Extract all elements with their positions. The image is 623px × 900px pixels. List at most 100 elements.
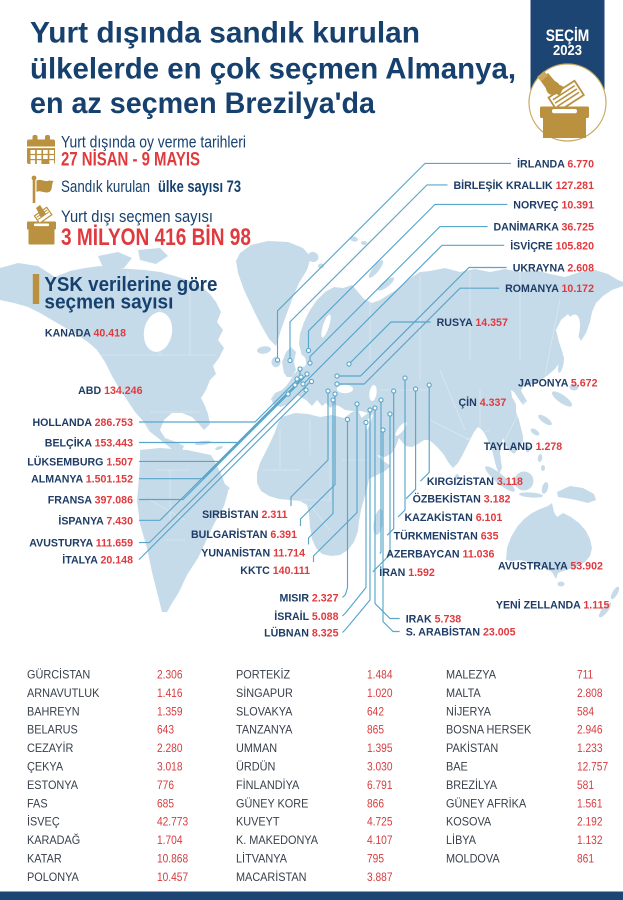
svg-text:S. ARABİSTAN 23.005: S. ARABİSTAN 23.005: [406, 626, 516, 639]
svg-text:ÜRDÜN: ÜRDÜN: [236, 761, 275, 774]
svg-text:Yurt dışı seçmen sayısı: Yurt dışı seçmen sayısı: [61, 208, 213, 226]
svg-text:ALMANYA 1.501.152: ALMANYA 1.501.152: [31, 474, 133, 486]
svg-text:AVUSTURYA 111.659: AVUSTURYA 111.659: [29, 538, 133, 550]
svg-text:SEÇİM: SEÇİM: [546, 27, 590, 45]
svg-text:SLOVAKYA: SLOVAKYA: [236, 705, 293, 718]
svg-text:BAHREYN: BAHREYN: [27, 705, 80, 718]
svg-text:POLONYA: POLONYA: [27, 871, 79, 884]
svg-text:MACARİSTAN: MACARİSTAN: [236, 871, 307, 884]
svg-text:CEZAYİR: CEZAYİR: [27, 742, 73, 755]
svg-text:1.395: 1.395: [367, 742, 393, 755]
svg-text:BOSNA HERSEK: BOSNA HERSEK: [446, 724, 531, 737]
svg-text:776: 776: [157, 779, 174, 792]
svg-text:1.132: 1.132: [577, 834, 603, 847]
svg-text:4.107: 4.107: [367, 834, 393, 847]
svg-text:865: 865: [367, 724, 384, 737]
svg-text:en az seçmen Brezilya'da: en az seçmen Brezilya'da: [30, 87, 375, 120]
svg-text:3.887: 3.887: [367, 871, 393, 884]
svg-text:JAPONYA 5.672: JAPONYA 5.672: [518, 378, 598, 390]
svg-text:GÜNEY KORE: GÜNEY KORE: [236, 797, 309, 810]
svg-text:seçmen sayısı: seçmen sayısı: [44, 290, 173, 313]
svg-text:KOSOVA: KOSOVA: [446, 816, 491, 829]
svg-text:İRLANDA 6.770: İRLANDA 6.770: [517, 157, 594, 170]
svg-text:AZERBAYCAN 11.036: AZERBAYCAN 11.036: [386, 549, 494, 561]
svg-text:1.020: 1.020: [367, 687, 393, 700]
svg-text:RUSYA 14.357: RUSYA 14.357: [437, 317, 508, 329]
svg-text:12.757: 12.757: [577, 761, 608, 774]
svg-text:2.808: 2.808: [577, 687, 603, 700]
svg-text:TÜRKMENİSTAN 635: TÜRKMENİSTAN 635: [394, 529, 499, 542]
svg-text:MALTA: MALTA: [446, 687, 481, 700]
svg-text:MISIR 2.327: MISIR 2.327: [280, 593, 339, 605]
svg-text:3 MİLYON 416 BİN 98: 3 MİLYON 416 BİN 98: [61, 224, 251, 251]
svg-text:1.484: 1.484: [367, 669, 393, 682]
svg-text:643: 643: [157, 724, 174, 737]
svg-text:SİNGAPUR: SİNGAPUR: [236, 687, 293, 700]
svg-text:YUNANİSTAN 11.714: YUNANİSTAN 11.714: [201, 547, 305, 560]
svg-text:1.233: 1.233: [577, 742, 603, 755]
svg-text:685: 685: [157, 797, 174, 810]
svg-text:LÜKSEMBURG 1.507: LÜKSEMBURG 1.507: [27, 455, 133, 468]
svg-text:Sandık kurulan: Sandık kurulan: [61, 178, 150, 196]
svg-text:K. MAKEDONYA: K. MAKEDONYA: [236, 834, 318, 847]
svg-text:PORTEKİZ: PORTEKİZ: [236, 669, 290, 682]
svg-text:UMMAN: UMMAN: [236, 742, 277, 755]
svg-text:YENİ ZELLANDA 1.115: YENİ ZELLANDA 1.115: [496, 598, 610, 611]
svg-text:LİBYA: LİBYA: [446, 834, 476, 847]
svg-text:İSPANYA 7.430: İSPANYA 7.430: [58, 514, 133, 527]
svg-text:1.416: 1.416: [157, 687, 183, 700]
svg-text:ARNAVUTLUK: ARNAVUTLUK: [27, 687, 100, 700]
svg-text:BULGARİSTAN 6.391: BULGARİSTAN 6.391: [191, 528, 297, 541]
svg-text:KUVEYT: KUVEYT: [236, 816, 280, 829]
svg-text:TAYLAND 1.278: TAYLAND 1.278: [484, 441, 563, 453]
svg-text:KARADAĞ: KARADAĞ: [27, 834, 80, 847]
svg-text:861: 861: [577, 853, 594, 866]
svg-text:İSRAİL 5.088: İSRAİL 5.088: [274, 610, 338, 623]
svg-text:İTALYA 20.148: İTALYA 20.148: [62, 554, 133, 567]
svg-text:KIRGIZİSTAN 3.118: KIRGIZİSTAN 3.118: [427, 475, 523, 488]
svg-text:10.868: 10.868: [157, 853, 188, 866]
svg-text:ÇİN 4.337: ÇİN 4.337: [459, 396, 507, 409]
svg-text:MALEZYA: MALEZYA: [446, 669, 496, 682]
svg-text:LİTVANYA: LİTVANYA: [236, 853, 287, 866]
svg-text:AVUSTRALYA 53.902: AVUSTRALYA 53.902: [498, 561, 603, 573]
svg-text:711: 711: [577, 669, 593, 682]
svg-text:642: 642: [367, 705, 384, 718]
svg-text:Yurt dışında oy verme tarihler: Yurt dışında oy verme tarihleri: [61, 134, 246, 152]
svg-text:FRANSA 397.086: FRANSA 397.086: [48, 495, 133, 507]
svg-text:MOLDOVA: MOLDOVA: [446, 853, 500, 866]
svg-text:42.773: 42.773: [157, 816, 188, 829]
svg-text:BREZİLYA: BREZİLYA: [446, 779, 497, 792]
svg-text:2.946: 2.946: [577, 724, 603, 737]
svg-text:PAKİSTAN: PAKİSTAN: [446, 742, 498, 755]
svg-text:İRAN 1.592: İRAN 1.592: [379, 566, 435, 579]
svg-text:IRAK 5.738: IRAK 5.738: [406, 614, 462, 626]
svg-text:ESTONYA: ESTONYA: [27, 779, 78, 792]
svg-text:YSK verilerine göre: YSK verilerine göre: [44, 273, 217, 296]
svg-text:6.791: 6.791: [367, 779, 393, 792]
svg-text:İSVEÇ: İSVEÇ: [27, 816, 60, 829]
svg-text:2.306: 2.306: [157, 669, 183, 682]
svg-text:KATAR: KATAR: [27, 853, 62, 866]
svg-text:BİRLEŞİK KRALLIK 127.281: BİRLEŞİK KRALLIK 127.281: [454, 179, 595, 192]
svg-text:KANADA 40.418: KANADA 40.418: [45, 328, 126, 340]
svg-text:795: 795: [367, 853, 384, 866]
svg-text:3.018: 3.018: [157, 761, 183, 774]
svg-text:GÜNEY AFRİKA: GÜNEY AFRİKA: [446, 797, 526, 810]
svg-text:LÜBNAN 8.325: LÜBNAN 8.325: [264, 627, 338, 640]
svg-text:ÇEKYA: ÇEKYA: [27, 761, 63, 774]
svg-text:BAE: BAE: [446, 761, 468, 774]
svg-text:HOLLANDA 286.753: HOLLANDA 286.753: [33, 417, 134, 429]
svg-text:3.030: 3.030: [367, 761, 393, 774]
svg-text:4.725: 4.725: [367, 816, 393, 829]
svg-text:SIRBİSTAN 2.311: SIRBİSTAN 2.311: [202, 508, 287, 521]
svg-text:DANİMARKA 36.725: DANİMARKA 36.725: [494, 221, 595, 234]
svg-text:BELARUS: BELARUS: [27, 724, 78, 737]
svg-text:KAZAKİSTAN 6.101: KAZAKİSTAN 6.101: [405, 511, 503, 524]
svg-text:1.704: 1.704: [157, 834, 183, 847]
svg-text:2.192: 2.192: [577, 816, 603, 829]
svg-text:FAS: FAS: [27, 797, 48, 810]
svg-text:NİJERYA: NİJERYA: [446, 705, 491, 718]
svg-text:2023: 2023: [553, 43, 582, 59]
svg-text:BELÇİKA 153.443: BELÇİKA 153.443: [45, 437, 133, 450]
